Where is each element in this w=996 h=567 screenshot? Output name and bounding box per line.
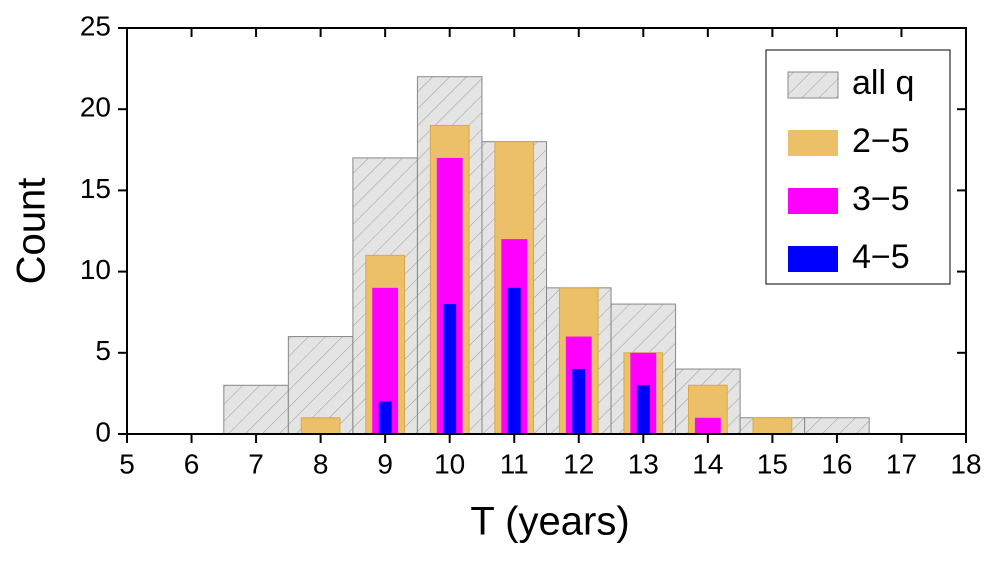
y-tick-label: 25 [80, 10, 111, 41]
legend-label: 4−5 [852, 238, 910, 276]
x-tick-label: 13 [628, 448, 659, 479]
legend-label: all q [852, 64, 914, 102]
x-tick-label: 11 [500, 448, 529, 479]
plot-frame [126, 27, 967, 435]
legend-swatch [788, 188, 838, 214]
bar [223, 384, 289, 435]
y-tick-label: 20 [80, 92, 111, 123]
y-tick-label: 15 [80, 173, 111, 204]
x-tick-label: 8 [313, 448, 329, 479]
x-tick-label: 18 [950, 448, 981, 479]
bar [443, 304, 457, 434]
legend-label: 3−5 [852, 180, 910, 218]
x-tick-label: 12 [563, 448, 594, 479]
bar [636, 385, 650, 434]
bar [507, 287, 521, 434]
x-axis-label: T (years) [470, 500, 629, 544]
x-tick-label: 9 [377, 448, 393, 479]
x-tick-label: 16 [821, 448, 852, 479]
bar [572, 369, 586, 434]
bar [694, 417, 721, 434]
legend-label: 2−5 [852, 122, 910, 160]
x-tick-label: 17 [886, 448, 917, 479]
y-tick-label: 5 [95, 335, 111, 366]
bar [378, 401, 392, 434]
x-tick-label: 5 [119, 448, 135, 479]
legend-swatch [788, 246, 838, 272]
y-tick-label: 10 [80, 254, 111, 285]
x-tick-label: 10 [434, 448, 465, 479]
bar [804, 417, 870, 435]
x-tick-label: 7 [248, 448, 264, 479]
bar [300, 417, 341, 435]
x-tick-label: 6 [184, 448, 200, 479]
y-axis-label: Count [10, 178, 54, 285]
legend-swatch [788, 130, 838, 156]
bar [752, 417, 793, 435]
y-tick-label: 0 [95, 416, 111, 447]
x-tick-label: 14 [692, 448, 723, 479]
legend-swatch [787, 71, 839, 99]
x-tick-label: 15 [757, 448, 788, 479]
